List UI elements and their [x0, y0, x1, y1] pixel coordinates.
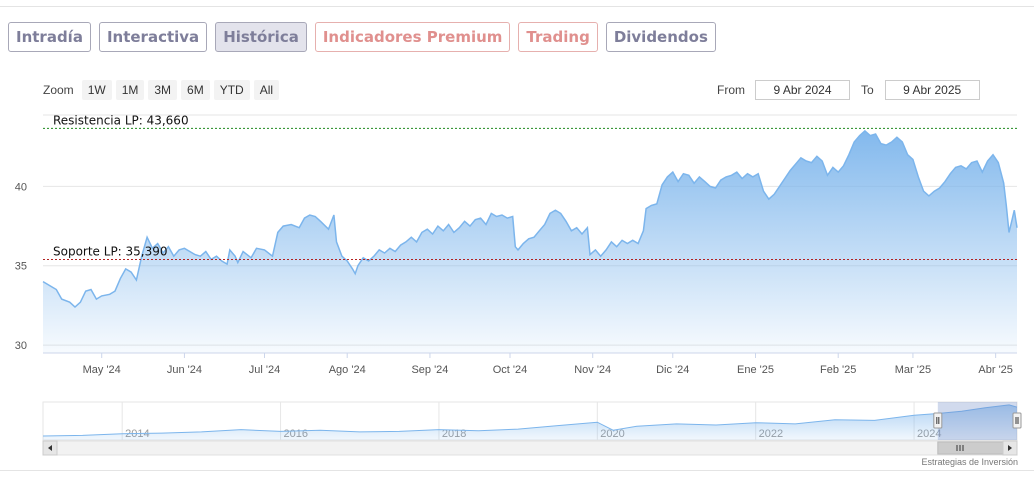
zoom-ytd-button[interactable]: YTD: [213, 80, 250, 100]
x-tick-label: Nov '24: [574, 364, 611, 376]
x-tick-label: Ene '25: [737, 364, 774, 376]
x-tick-label: Jul '24: [249, 364, 280, 376]
x-tick-label: May '24: [83, 364, 121, 376]
x-tick-label: Jun '24: [167, 364, 202, 376]
top-border: [0, 6, 1034, 7]
y-tick-label: 40: [15, 181, 27, 193]
tab-dividendos[interactable]: Dividendos: [605, 22, 716, 52]
date-range: From 9 Abr 2024 To 9 Abr 2025: [717, 80, 980, 100]
price-area: [43, 130, 1017, 353]
from-date-input[interactable]: 9 Abr 2024: [755, 80, 850, 100]
from-label: From: [717, 83, 745, 97]
support-label: Soporte LP: 35,390: [53, 245, 168, 259]
x-tick-label: Ago '24: [329, 364, 366, 376]
zoom-buttons: 1W 1M 3M 6M YTD All: [78, 80, 280, 100]
zoom-6m-button[interactable]: 6M: [181, 80, 210, 100]
tab-indicadores-premium[interactable]: Indicadores Premium: [314, 22, 511, 52]
y-tick-label: 30: [15, 340, 27, 352]
navigator-line: [42, 404, 1018, 437]
scrollbar-track[interactable]: [42, 440, 1018, 456]
tab-trading[interactable]: Trading: [518, 22, 598, 52]
credit-text[interactable]: Estrategias de Inversión: [921, 457, 1018, 467]
zoom-label: Zoom: [43, 83, 74, 97]
x-tick-label: Feb '25: [820, 364, 856, 376]
x-tick-label: Abr '25: [978, 364, 1013, 376]
x-tick-label: Sep '24: [411, 364, 448, 376]
bottom-border: [0, 470, 1034, 471]
y-tick-label: 35: [15, 261, 27, 273]
x-tick-label: Mar '25: [895, 364, 931, 376]
zoom-3m-button[interactable]: 3M: [148, 80, 178, 100]
navigator-selection[interactable]: [937, 402, 1017, 440]
resistance-label: Resistencia LP: 43,660: [53, 113, 189, 127]
x-tick-label: Dic '24: [656, 364, 689, 376]
to-date-input[interactable]: 9 Abr 2025: [884, 80, 980, 100]
zoom-controls: Zoom 1W 1M 3M 6M YTD All: [43, 80, 280, 100]
arrow-left-icon: [48, 445, 52, 451]
x-tick-label: Oct '24: [493, 364, 528, 376]
chart-tabs: Intradía Interactiva Histórica Indicadores …: [8, 22, 716, 52]
navigator-right-handle[interactable]: [1012, 412, 1022, 429]
arrow-right-icon: [1008, 445, 1012, 451]
zoom-1w-button[interactable]: 1W: [81, 80, 112, 100]
to-label: To: [861, 83, 874, 97]
zoom-all-button[interactable]: All: [253, 80, 280, 100]
tab-interactiva[interactable]: Interactiva: [98, 22, 208, 52]
navigator-left-handle[interactable]: [933, 412, 943, 429]
tab-intradia[interactable]: Intradía: [8, 22, 91, 52]
tab-historica[interactable]: Histórica: [215, 22, 307, 52]
zoom-1m-button[interactable]: 1M: [115, 80, 145, 100]
